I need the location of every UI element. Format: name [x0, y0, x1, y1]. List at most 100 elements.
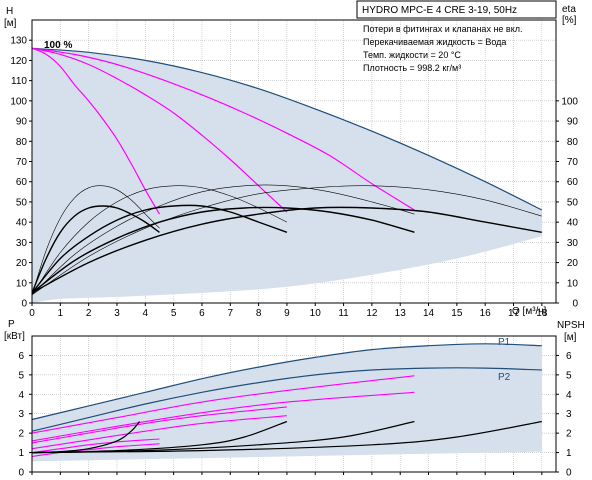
p1-3-curve [31, 375, 415, 434]
info-line-1: Потери в фитингах и клапанах не вкл. [363, 24, 523, 34]
p-y-tick-label: 3 [18, 409, 24, 420]
x-tick-label: 3 [114, 308, 120, 319]
y-tick-label: 50 [16, 197, 28, 208]
npsh-y-tick-label: 1 [566, 448, 572, 459]
p2-curve-label: P2 [498, 372, 511, 383]
y-tick-label: 0 [21, 299, 27, 310]
p-y-tick-label: 6 [18, 351, 24, 362]
y-tick-label: 70 [16, 157, 28, 168]
y2-tick-label: 20 [567, 258, 579, 269]
npsh-axis-label: NPSH [557, 320, 585, 331]
y2-tick-label: 60 [567, 177, 579, 188]
power-curves [31, 343, 542, 458]
eta-axis-label: eta [562, 4, 576, 15]
eta-1-curve [31, 205, 160, 294]
npsh-4-curve [31, 420, 542, 454]
p-y-tick-label: 1 [18, 448, 24, 459]
chart-title: HYDRO MPC-E 4 CRE 3-19, 50Hz [362, 5, 517, 16]
y2-tick-label: 90 [567, 117, 579, 128]
x-tick-label: 5 [171, 308, 177, 319]
x-tick-label: 2 [86, 308, 92, 319]
y-tick-label: 20 [16, 258, 28, 269]
p2-2-curve [31, 415, 287, 450]
power-axis-label: P [8, 319, 15, 330]
p-y-tick-label: 2 [18, 429, 24, 440]
head-axis-label: H [6, 6, 13, 17]
speed-label: 100 % [44, 40, 72, 51]
p2-3-curve [31, 391, 415, 442]
p1-1-curve [31, 438, 160, 454]
y-tick-label: 130 [10, 36, 27, 47]
y2-tick-label: 100 [561, 96, 578, 107]
title-box [356, 0, 557, 19]
x-tick-label: 10 [310, 308, 322, 319]
p-y-tick-label: 5 [18, 370, 24, 381]
y2-tick-label: 0 [572, 299, 578, 310]
eta-axis-unit: [%] [562, 15, 577, 26]
pump-3-curve [31, 47, 415, 211]
info-line-4: Плотность = 998.2 кг/м³ [363, 63, 461, 73]
eta-4-curve [31, 206, 542, 294]
pump-2-curve [31, 47, 288, 213]
info-box: Потери в фитингах и клапанах не вкл. Пер… [363, 24, 523, 73]
npsh-y-tick-label: 4 [566, 390, 572, 401]
power-plot-frame [31, 335, 557, 473]
p1-2-curve [31, 406, 287, 444]
x-tick-label: 14 [423, 308, 435, 319]
eta-3-curve [31, 206, 415, 294]
head-envelope [31, 47, 543, 303]
x-tick-label: 8 [256, 308, 262, 319]
y-tick-label: 90 [16, 117, 28, 128]
y-tick-label: 80 [16, 137, 28, 148]
x-tick-label: 17 [508, 308, 520, 319]
envelope-top-curve [31, 47, 543, 211]
npsh-axis-unit: [м] [564, 332, 577, 343]
power-plot-ticks: 0 1 2 3 4 5 6 0 1 2 3 4 5 6 [18, 351, 572, 479]
y-tick-label: 40 [16, 218, 28, 229]
y-tick-label: 100 [10, 96, 27, 107]
eta-thin-2-curve [31, 185, 288, 296]
eta-thin-3-curve [31, 184, 415, 296]
x-tick-label: 13 [395, 308, 407, 319]
npsh-y-tick-label: 0 [566, 468, 572, 479]
x-tick-label: 9 [284, 308, 290, 319]
y-tick-label: 60 [16, 177, 28, 188]
power-envelope-mid-curve [31, 367, 542, 432]
y2-tick-label: 80 [567, 137, 579, 148]
power-envelope-top-curve [31, 343, 542, 421]
x-tick-label: 0 [29, 308, 35, 319]
eta-thin-1-curve [31, 185, 160, 295]
x-tick-label: 15 [451, 308, 463, 319]
npsh-y-tick-label: 6 [566, 351, 572, 362]
npsh-y-tick-label: 2 [566, 429, 572, 440]
y-tick-label: 120 [10, 56, 27, 67]
x-tick-label: 12 [366, 308, 378, 319]
y-tick-label: 10 [16, 278, 28, 289]
x-tick-label: 7 [227, 308, 233, 319]
y2-tick-label: 10 [567, 278, 579, 289]
y2-tick-label: 40 [567, 218, 579, 229]
y2-tick-label: 70 [567, 157, 579, 168]
head-curves [31, 47, 542, 296]
p1-curve-label: P1 [498, 337, 511, 348]
y-tick-label: 110 [11, 76, 27, 87]
x-tick-label: 4 [143, 308, 149, 319]
x-tick-label: 11 [338, 308, 349, 319]
p2-1-curve [31, 443, 160, 458]
flow-axis-label: Q [м³/ч] [512, 306, 547, 317]
info-line-3: Темп. жидкости = 20 °C [363, 50, 461, 60]
pump-1-curve [31, 47, 161, 215]
x-tick-label: 18 [536, 308, 548, 319]
head-axis-unit: [м] [4, 18, 17, 29]
npsh-y-tick-label: 5 [566, 370, 572, 381]
y2-tick-label: 50 [567, 197, 579, 208]
envelope-area [32, 48, 542, 303]
y-tick-label: 30 [16, 238, 28, 249]
eta-thin-4-curve [31, 185, 542, 296]
info-line-2: Перекачиваемая жидкость = Вода [363, 37, 506, 47]
p-y-tick-label: 0 [18, 468, 24, 479]
x-tick-label: 1 [58, 308, 64, 319]
y2-tick-label: 30 [567, 238, 579, 249]
npsh-y-tick-label: 3 [566, 409, 572, 420]
